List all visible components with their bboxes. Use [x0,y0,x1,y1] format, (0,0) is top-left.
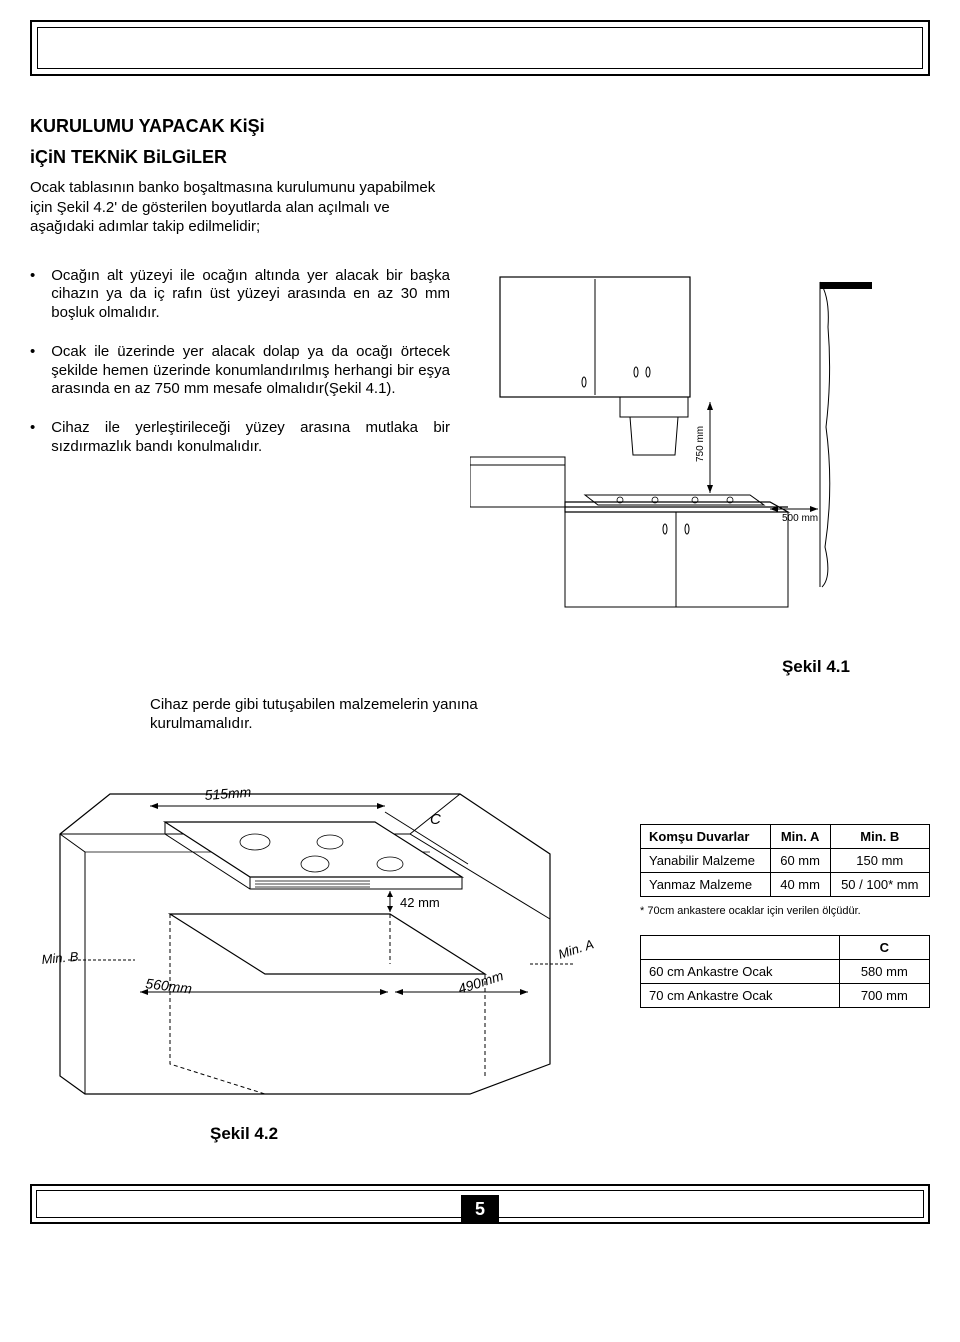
table-cell: 700 mm [839,983,929,1007]
bottom-banner: 5 [30,1184,930,1224]
figure1-caption: Şekil 4.1 [30,657,930,677]
table-cell: 60 cm Ankastre Ocak [641,959,840,983]
fig2-label-515: 515mm [204,783,252,802]
bullet-text-1: Ocağın alt yüzeyi ile ocağın altında yer… [51,267,450,323]
table-cell: 60 mm [770,848,830,872]
figure1-column: 750 mm 500 mm [470,267,930,627]
top-banner [30,20,930,76]
section-title: KURULUMU YAPACAK KiŞi iÇiN TEKNiK BiLGiL… [30,116,930,168]
fig1-label-500: 500 mm [782,513,818,524]
table-header: Min. A [770,824,830,848]
figure2-svg: 515mm C 42 mm Min. B 560mm 490mm Min. [30,764,610,1104]
table-row: Komşu Duvarlar Min. A Min. B [641,824,930,848]
bullet-text-3: Cihaz ile yerleştirileceği yüzey arasına… [51,419,450,457]
fig1-label-750: 750 mm [695,425,706,461]
bullet-list: Ocağın alt yüzeyi ile ocağın altında yer… [30,267,450,457]
table-row: Yanabilir Malzeme 60 mm 150 mm [641,848,930,872]
table-header: Min. B [830,824,930,848]
figure2-row: 515mm C 42 mm Min. B 560mm 490mm Min. [30,764,930,1104]
table-cell: Yanmaz Malzeme [641,872,771,896]
bullet-column: Ocağın alt yüzeyi ile ocağın altında yer… [30,267,450,627]
fig2-label-c: C [430,811,441,828]
table-row: 70 cm Ankastre Ocak 700 mm [641,983,930,1007]
figure2-caption: Şekil 4.2 [210,1124,930,1144]
section-title-line1: KURULUMU YAPACAK KiŞi [30,116,930,137]
table-walls: Komşu Duvarlar Min. A Min. B Yanabilir M… [640,824,930,897]
bullet-item-3: Cihaz ile yerleştirileceği yüzey arasına… [30,419,450,457]
table-c: C 60 cm Ankastre Ocak 580 mm 70 cm Ankas… [640,935,930,1008]
table-header: Komşu Duvarlar [641,824,771,848]
content-row: Ocağın alt yüzeyi ile ocağın altında yer… [30,267,930,627]
footnote: * 70cm ankastere ocaklar için verilen öl… [640,905,930,917]
table-cell: 50 / 100* mm [830,872,930,896]
table-header: C [839,935,929,959]
section-title-line2: iÇiN TEKNiK BiLGiLER [30,147,930,168]
fig2-label-42: 42 mm [400,895,440,910]
fig2-label-minb: Min. B [41,948,79,966]
fig2-label-560: 560mm [145,975,194,997]
table-row: Yanmaz Malzeme 40 mm 50 / 100* mm [641,872,930,896]
table-header [641,935,840,959]
table-cell: 40 mm [770,872,830,896]
table-cell: 70 cm Ankastre Ocak [641,983,840,1007]
table-cell: 580 mm [839,959,929,983]
table-row: 60 cm Ankastre Ocak 580 mm [641,959,930,983]
warning-text: Cihaz perde gibi tutuşabilen malzemeleri… [150,695,570,734]
table-cell: Yanabilir Malzeme [641,848,771,872]
bullet-item-1: Ocağın alt yüzeyi ile ocağın altında yer… [30,267,450,323]
figure1-svg: 750 mm 500 mm [470,267,890,627]
table-cell: 150 mm [830,848,930,872]
tables-column: Komşu Duvarlar Min. A Min. B Yanabilir M… [640,764,930,1016]
fig2-label-mina: Min. A [556,936,595,962]
bullet-item-2: Ocak ile üzerinde yer alacak dolap ya da… [30,343,450,399]
page-number: 5 [461,1195,499,1224]
figure2-left: 515mm C 42 mm Min. B 560mm 490mm Min. [30,764,610,1104]
intro-paragraph: Ocak tablasının banko boşaltmasına kurul… [30,178,450,237]
table-row: C [641,935,930,959]
top-banner-inner [37,27,923,69]
bullet-text-2: Ocak ile üzerinde yer alacak dolap ya da… [51,343,450,399]
